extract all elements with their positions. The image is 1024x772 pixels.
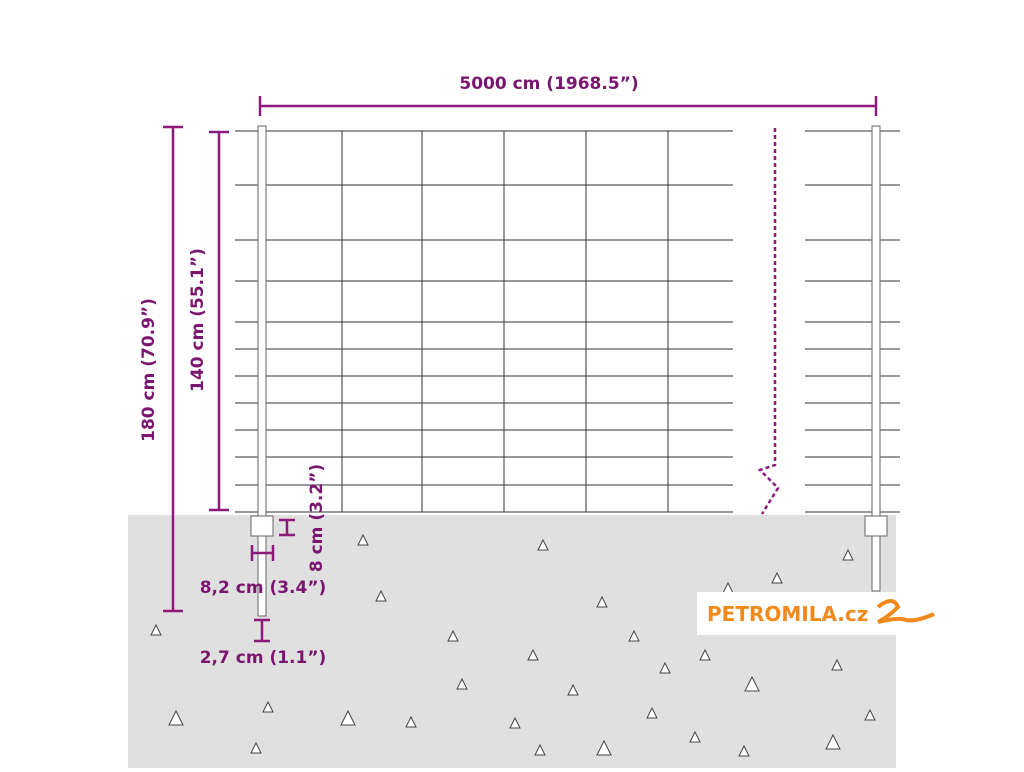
triangle bbox=[596, 595, 608, 608]
logo-text: PETROMILA.cz bbox=[707, 602, 868, 626]
width-label: 5000 cm (1968.5”) bbox=[459, 74, 638, 94]
triangle bbox=[250, 741, 262, 754]
triangle bbox=[357, 533, 369, 546]
triangle bbox=[771, 571, 783, 584]
triangle bbox=[456, 677, 468, 690]
total-height-label: 180 cm (70.9”) bbox=[139, 298, 159, 442]
triangle bbox=[509, 716, 521, 729]
triangle bbox=[744, 675, 760, 692]
ground bbox=[128, 515, 896, 768]
post-width-label: 8,2 cm (3.4”) bbox=[200, 578, 327, 598]
triangle bbox=[825, 733, 841, 750]
triangle bbox=[447, 629, 459, 642]
triangle bbox=[262, 700, 274, 713]
logo-icon bbox=[876, 599, 935, 624]
triangle bbox=[150, 623, 162, 636]
triangle bbox=[405, 715, 417, 728]
triangle bbox=[596, 739, 612, 756]
triangle bbox=[534, 743, 546, 756]
triangle bbox=[842, 548, 854, 561]
dimension-lines bbox=[163, 96, 878, 643]
post-top-label: 8 cm (3.2”) bbox=[307, 464, 327, 572]
triangle bbox=[831, 658, 843, 671]
posts bbox=[250, 125, 888, 617]
fence bbox=[235, 130, 900, 513]
triangle bbox=[864, 708, 876, 721]
logo-box bbox=[697, 592, 925, 635]
triangle bbox=[567, 683, 579, 696]
triangle bbox=[375, 589, 387, 602]
triangle bbox=[340, 709, 356, 726]
triangle bbox=[537, 538, 549, 551]
triangle bbox=[738, 744, 750, 757]
break-line bbox=[757, 128, 780, 515]
ground-marks bbox=[150, 533, 876, 757]
fence-height-label: 140 cm (55.1”) bbox=[188, 248, 208, 392]
triangle bbox=[689, 730, 701, 743]
triangle bbox=[168, 709, 184, 726]
triangle bbox=[527, 648, 539, 661]
triangle bbox=[659, 661, 671, 674]
triangle bbox=[628, 629, 640, 642]
post-depth-label: 2,7 cm (1.1”) bbox=[200, 648, 327, 668]
triangle bbox=[646, 706, 658, 719]
triangle bbox=[699, 648, 711, 661]
